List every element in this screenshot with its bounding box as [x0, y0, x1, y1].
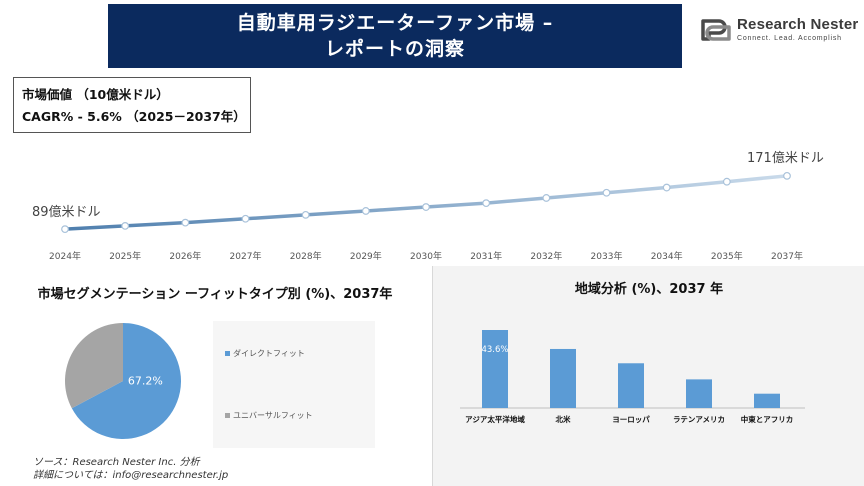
pie-slice: [65, 323, 123, 409]
year-tick-label: 2025年: [109, 250, 141, 260]
region-category-label: 北米: [556, 414, 571, 424]
data-point: [241, 214, 250, 223]
data-point: [602, 188, 611, 197]
report-title-line1: 自動車用ラジエーターファン市場 –: [236, 12, 554, 34]
region-bar: [482, 330, 508, 408]
year-tick-label: 2037年: [771, 250, 803, 260]
data-point: [482, 199, 491, 208]
data-point: [301, 210, 310, 219]
segment-panel: 市場セグメンテーション ーフィットタイプ別 (%)、2037年 67.2% ダイ…: [0, 266, 432, 486]
year-tick-label: 2032年: [530, 250, 562, 260]
pie-slice: [71, 323, 182, 439]
data-point: [181, 218, 190, 227]
pie-chart-title: 市場セグメンテーション ーフィットタイプ別 (%)、2037年: [37, 287, 393, 302]
cagr-label: CAGR% - 5.6% （2025－2037年）: [22, 109, 246, 124]
year-tick-label: 2024年: [49, 250, 81, 260]
pie-legend: ダイレクトフィット ユニバーサルフィット: [213, 321, 375, 448]
logo-mark-icon: [701, 19, 731, 41]
bar-value-label: 43.6%: [481, 345, 508, 355]
source-line: ソース：Research Nester Inc. 分析: [33, 457, 200, 468]
year-tick-label: 2026年: [169, 250, 201, 260]
start-value-label: 89億米ドル: [32, 204, 101, 220]
pie-slice-label: 67.2%: [128, 374, 163, 387]
data-point: [662, 183, 671, 192]
legend-swatch-icon: [225, 351, 230, 356]
contact-line: 詳細については：info@researchnester.jp: [33, 470, 229, 481]
end-value-label: 171億米ドル: [747, 150, 824, 166]
year-tick-label: 2027年: [230, 250, 262, 260]
data-point: [542, 194, 551, 202]
data-point: [722, 177, 731, 186]
market-stats-box: 市場価値 （10億米ドル） CAGR% - 5.6% （2025－2037年）: [13, 77, 251, 133]
year-tick-label: 2029年: [350, 250, 382, 260]
data-point: [422, 203, 430, 211]
market-growth-line-chart: 2024年 2025年 2026年 2027年 2028年 2029年 2030年 2031年…: [32, 150, 824, 260]
report-title-banner: 自動車用ラジエーターファン市場 – レポートの洞察: [108, 4, 682, 68]
data-point: [121, 221, 130, 230]
year-tick-label: 2033年: [591, 250, 623, 260]
year-tick-label: 2034年: [651, 250, 683, 260]
region-category-label: ヨーロッパ: [612, 414, 650, 424]
region-category-label: アジア太平洋地域: [465, 414, 525, 424]
report-title-line2: レポートの洞察: [324, 38, 465, 60]
year-tick-label: 2028年: [290, 250, 322, 260]
region-bar: [686, 379, 712, 408]
region-category-label: 中東とアフリカ: [741, 414, 794, 424]
region-category-label: ラテンアメリカ: [673, 415, 725, 424]
region-bar: [618, 363, 644, 408]
year-tick-label: 2031年: [470, 250, 502, 260]
regional-bar-chart: 43.6% アジア太平洋地域 北米 ヨーロッパ ラテンアメリカ 中東とアフリカ: [460, 330, 805, 424]
legend-item-direct-fit: ダイレクトフィット: [225, 348, 305, 359]
year-tick-label: 2030年: [410, 250, 442, 260]
fit-type-pie-chart: 67.2%: [65, 323, 182, 439]
legend-label: ダイレクトフィット: [233, 349, 305, 358]
year-tick-label: 2035年: [711, 250, 743, 260]
logo-tagline: Connect. Lead. Accomplish: [737, 35, 842, 42]
bar-chart-title: 地域分析 (%)、2037 年: [574, 282, 724, 297]
data-point: [361, 207, 370, 215]
source-note: ソース：Research Nester Inc. 分析 詳細については：info…: [33, 456, 228, 482]
regional-panel: 地域分析 (%)、2037 年 43.6% アジア太平洋地域 北米 ヨーロッパ ラテンア…: [432, 266, 864, 486]
logo-name: Research Nester: [737, 16, 859, 33]
growth-line: [63, 174, 789, 231]
legend-label: ユニバーサルフィット: [233, 411, 313, 420]
legend-swatch-icon: [225, 413, 230, 418]
legend-item-universal-fit: ユニバーサルフィット: [225, 410, 313, 421]
region-bar: [550, 348, 576, 408]
region-bar: [754, 393, 780, 408]
data-point: [783, 171, 791, 180]
market-value-label: 市場価値 （10億米ドル）: [22, 87, 169, 102]
research-nester-logo: Research Nester Connect. Lead. Accomplis…: [697, 14, 858, 46]
data-point: [61, 225, 69, 234]
